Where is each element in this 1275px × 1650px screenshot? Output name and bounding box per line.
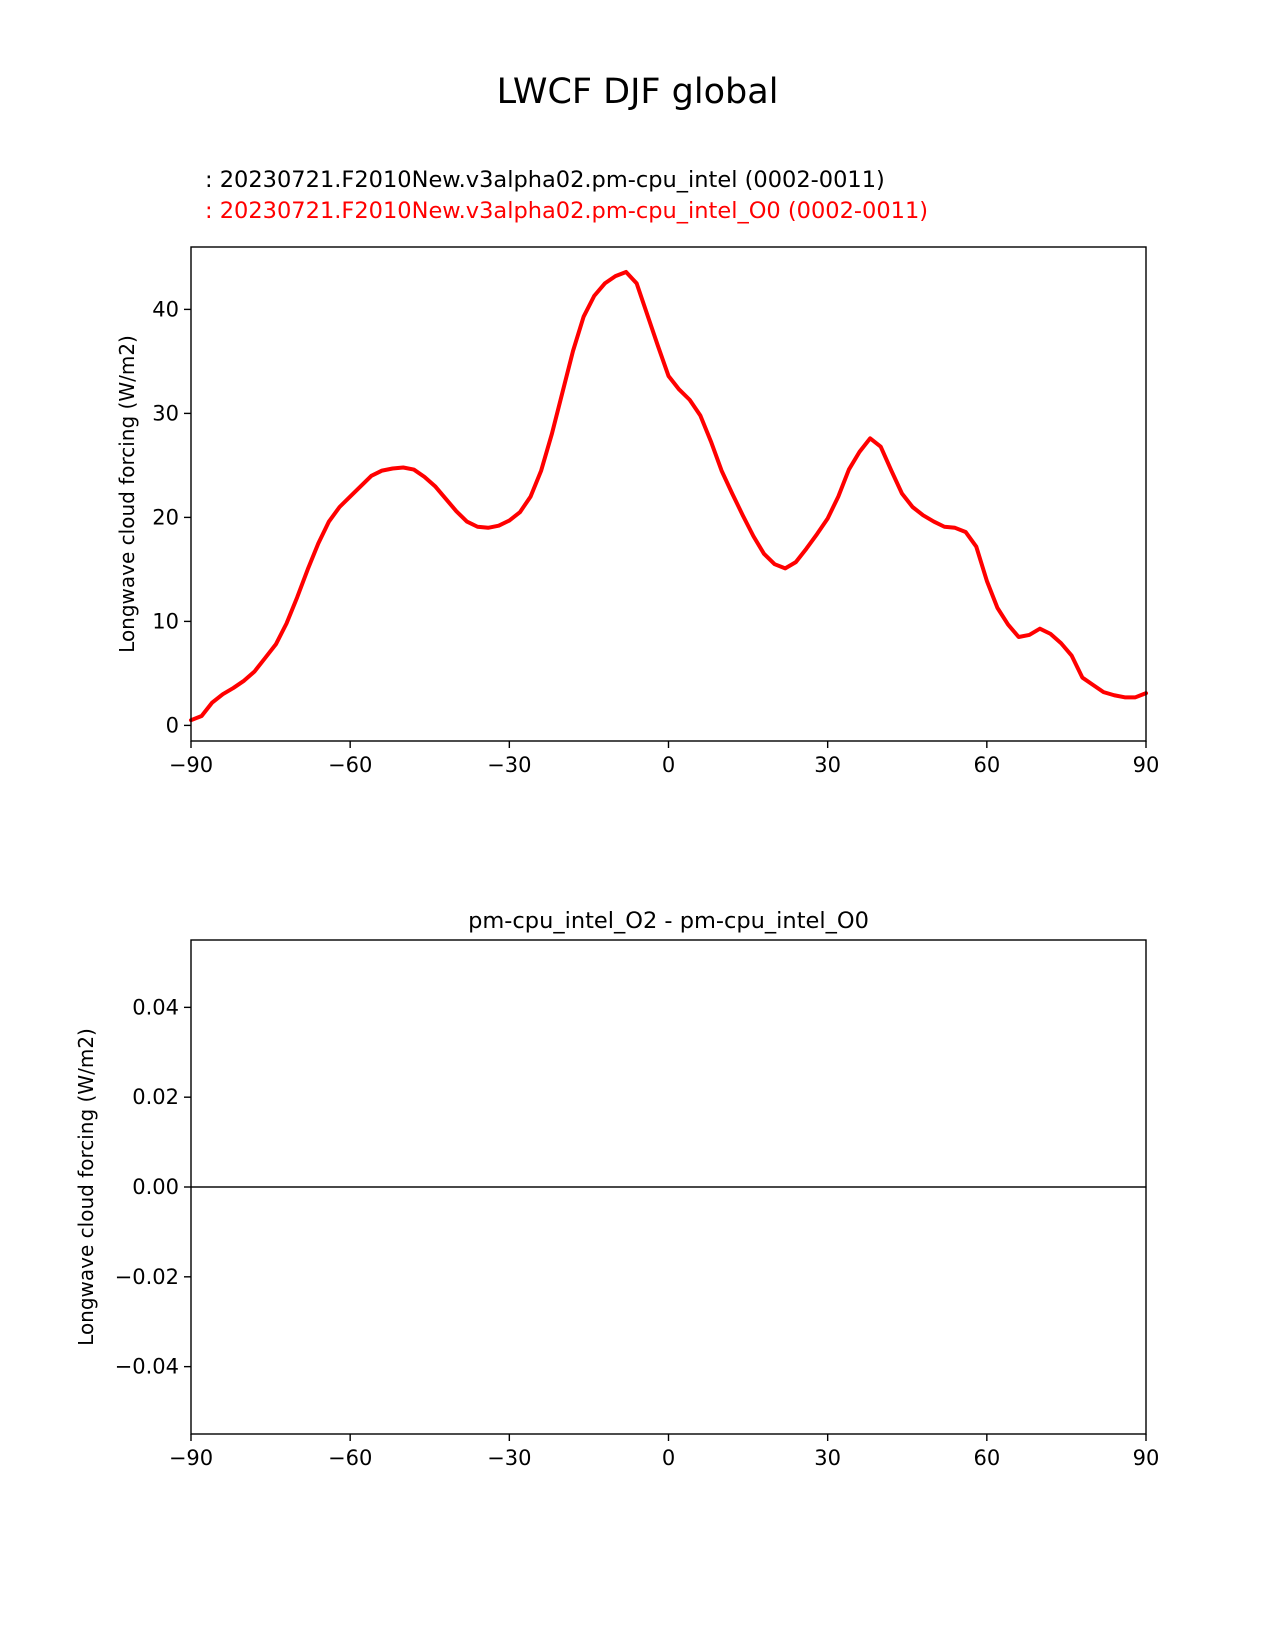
- x-tick-label: −60: [328, 753, 372, 777]
- difference-plot: −90 −60 −30 0 30 60 90 0.04 0.02 0.00 −0.02 −0.04 Lo…: [74, 908, 1159, 1470]
- x-tick-label: 60: [973, 753, 1000, 777]
- x-tick-label: −30: [487, 753, 531, 777]
- x-tick-label: −60: [328, 1446, 372, 1470]
- x-tick-label: −90: [169, 1446, 213, 1470]
- y-tick-label: 0.04: [132, 995, 179, 1019]
- x-tick-label: 0: [662, 753, 675, 777]
- x-tick-label: 30: [814, 1446, 841, 1470]
- y-tick-label: 0.00: [132, 1175, 179, 1199]
- y-tick-label: 10: [152, 609, 179, 633]
- y-tick-label: −0.02: [115, 1265, 179, 1289]
- x-tick-label: −30: [487, 1446, 531, 1470]
- y-tick-label: 20: [152, 505, 179, 529]
- plot-title: pm-cpu_intel_O2 - pm-cpu_intel_O0: [468, 908, 869, 934]
- y-tick-label: −0.04: [115, 1355, 179, 1379]
- figure-title: LWCF DJF global: [496, 72, 779, 112]
- x-tick-label: 0: [662, 1446, 675, 1470]
- legend-entry-test: : 20230721.F2010New.v3alpha02.pm-cpu_int…: [205, 167, 885, 193]
- x-tick-label: 30: [814, 753, 841, 777]
- top-plot: −90 −60 −30 0 30 60 90 0 10 20 30 40 Longwave cloud …: [115, 246, 1160, 777]
- y-axis-label: Longwave cloud forcing (W/m2): [115, 335, 139, 653]
- y-tick-label: 30: [152, 401, 179, 425]
- y-tick-label: 0.02: [132, 1085, 179, 1109]
- x-tick-label: −90: [169, 753, 213, 777]
- series-line: [189, 269, 1148, 723]
- y-axis-label: Longwave cloud forcing (W/m2): [74, 1028, 98, 1346]
- y-tick-label: 40: [152, 297, 179, 321]
- y-tick-label: 0: [166, 713, 179, 737]
- plot-frame: [190, 246, 1147, 742]
- x-tick-label: 90: [1133, 1446, 1160, 1470]
- x-tick-label: 90: [1133, 753, 1160, 777]
- legend-entry-reference: : 20230721.F2010New.v3alpha02.pm-cpu_int…: [205, 198, 929, 224]
- x-tick-label: 60: [973, 1446, 1000, 1470]
